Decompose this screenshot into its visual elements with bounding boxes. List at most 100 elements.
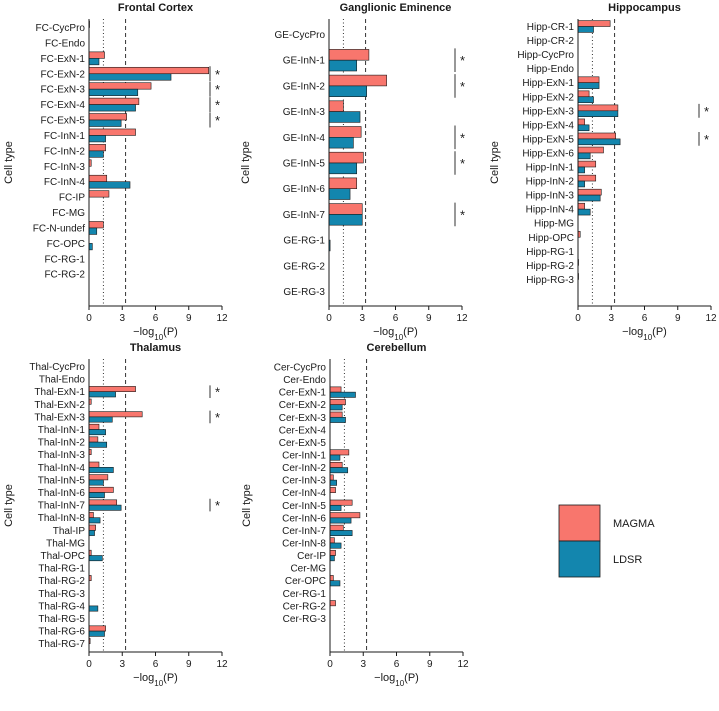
magma-bar-ge-inn-5	[328, 151, 364, 164]
ldsr-bar-cer-exn-3	[329, 416, 346, 423]
ldsr-bar-ge-inn-2	[328, 85, 367, 97]
category-label: Cer-InN-5	[282, 501, 326, 512]
ldsr-bar-cer-inn-2	[329, 467, 349, 474]
significance-star: *	[215, 98, 220, 113]
category-label: Cer-InN-8	[282, 538, 326, 549]
category-label: FC-InN-1	[44, 131, 86, 142]
category-label: Thal-Endo	[39, 375, 86, 386]
category-label: Thal-InN-7	[38, 501, 86, 512]
category-label: Thal-InN-5	[38, 475, 86, 486]
magma-bar-hipp-inn-1	[577, 160, 597, 168]
category-label: Cer-InN-3	[282, 476, 326, 487]
y-axis-label: Cell type	[3, 141, 15, 184]
x-tick-label: 12	[705, 313, 717, 324]
significance-star: *	[215, 113, 220, 128]
category-label: Thal-ExN-1	[34, 387, 85, 398]
magma-bar-cer-inn-4	[329, 487, 336, 493]
category-label: GE-InN-4	[283, 133, 326, 144]
category-label: Hipp-ExN-2	[522, 92, 574, 103]
ldsr-bar-cer-exn-1	[329, 391, 356, 398]
magma-bar-thal-inn-2	[88, 436, 99, 443]
significance-star: *	[215, 385, 220, 400]
panel-frontal-cortex: Frontal Cortex FC-CycPro FC-Endo FC-ExN-1 FC…	[3, 2, 228, 342]
magma-bar-cer-exn-3	[329, 411, 343, 418]
panel-title: Cerebellum	[367, 342, 427, 354]
ldsr-bar-fc-exn-5	[88, 119, 122, 127]
category-label: Hipp-ExN-6	[522, 148, 574, 159]
magma-bar-hipp-exn-4	[577, 118, 585, 126]
x-axis-label: −log10(P)	[373, 326, 418, 342]
category-label: Cer-ExN-3	[279, 413, 327, 424]
ldsr-bar-cer-inn-7	[329, 530, 353, 536]
magma-bar-cer-exn-2	[329, 399, 346, 406]
category-label: Cer-InN-2	[282, 463, 326, 474]
category-label: Hipp-CR-1	[527, 22, 575, 33]
category-label: GE-RG-3	[283, 287, 325, 298]
category-label: Thal-OPC	[41, 551, 85, 562]
magma-bar-cer-inn-5	[329, 499, 353, 506]
category-label: Thal-RG-4	[38, 601, 85, 612]
category-label: Hipp-InN-3	[526, 191, 575, 202]
x-tick-label: 6	[153, 659, 159, 670]
significance-star: *	[460, 156, 465, 171]
x-tick-label: 0	[327, 659, 333, 670]
ldsr-bar-thal-inn-4	[88, 466, 114, 473]
panel-title: Hippocampus	[608, 2, 681, 14]
ldsr-bar-thal-ip	[88, 529, 95, 536]
category-label: Cer-MG	[290, 564, 326, 575]
x-tick-label: 9	[675, 313, 681, 324]
x-tick-label: 9	[186, 659, 192, 670]
category-label: Thal-RG-5	[38, 614, 85, 625]
category-label: Cer-InN-7	[282, 526, 326, 537]
category-label: Hipp-ExN-4	[522, 120, 574, 131]
x-tick-label: 6	[642, 313, 648, 324]
category-label: FC-OPC	[47, 239, 85, 250]
significance-star: *	[460, 53, 465, 68]
category-label: FC-ExN-5	[41, 116, 86, 127]
magma-bar-fc-exn-3	[88, 82, 152, 90]
category-label: Cer-ExN-5	[279, 438, 327, 449]
magma-bar-fc-exn-4	[88, 97, 140, 105]
category-label: Cer-OPC	[285, 576, 326, 587]
x-tick-label: 3	[608, 313, 614, 324]
y-axis-label: Cell type	[489, 141, 501, 184]
category-label: FC-ExN-2	[41, 69, 86, 80]
ldsr-bar-thal-inn-1	[88, 429, 106, 436]
ldsr-bar-ge-inn-5	[328, 162, 358, 175]
ldsr-bar-ge-inn-4	[328, 137, 354, 149]
category-label: Thal-RG-1	[38, 564, 85, 575]
category-label: Hipp-InN-2	[526, 177, 575, 188]
category-label: Thal-InN-6	[38, 488, 86, 499]
magma-bar-thal-rg-6	[88, 625, 106, 632]
category-label: FC-InN-2	[44, 146, 86, 157]
ldsr-bar-fc-exn-1	[88, 58, 100, 66]
magma-bar-ge-inn-3	[328, 100, 344, 112]
ldsr-bar-cer-inn-3	[329, 479, 337, 486]
panel-ganglionic-eminence: Ganglionic Eminence GE-CycPro GE-InN-1 * GE-…	[240, 2, 468, 342]
category-label: FC-RG-2	[44, 270, 85, 281]
category-label: GE-InN-6	[283, 184, 326, 195]
category-label: GE-InN-3	[283, 107, 326, 118]
y-axis-label: Cell type	[240, 141, 252, 184]
magma-bar-ge-inn-1	[328, 49, 370, 61]
magma-bar-cer-inn-7	[329, 524, 344, 531]
x-tick-label: 6	[393, 313, 399, 324]
ldsr-bar-ge-inn-3	[328, 111, 361, 123]
category-label: FC-InN-4	[44, 177, 86, 188]
magma-bar-hipp-exn-5	[577, 132, 616, 140]
category-label: Cer-ExN-2	[279, 400, 327, 411]
magma-bar-cer-ip	[329, 549, 336, 556]
magma-bar-hipp-inn-2	[577, 174, 597, 182]
significance-star: *	[215, 82, 220, 97]
category-label: FC-Endo	[45, 38, 85, 49]
category-label: Thal-RG-7	[38, 639, 85, 650]
ldsr-bar-fc-inn-4	[88, 181, 131, 189]
magma-bar-fc-exn-2	[88, 66, 209, 75]
x-tick-label: 3	[359, 313, 365, 324]
significance-star: *	[215, 67, 220, 82]
x-tick-label: 12	[216, 659, 228, 670]
category-label: GE-RG-1	[283, 236, 325, 247]
category-label: Thal-CycPro	[29, 362, 85, 373]
x-axis-label: −log10(P)	[133, 326, 178, 342]
category-label: Cer-RG-3	[283, 614, 327, 625]
